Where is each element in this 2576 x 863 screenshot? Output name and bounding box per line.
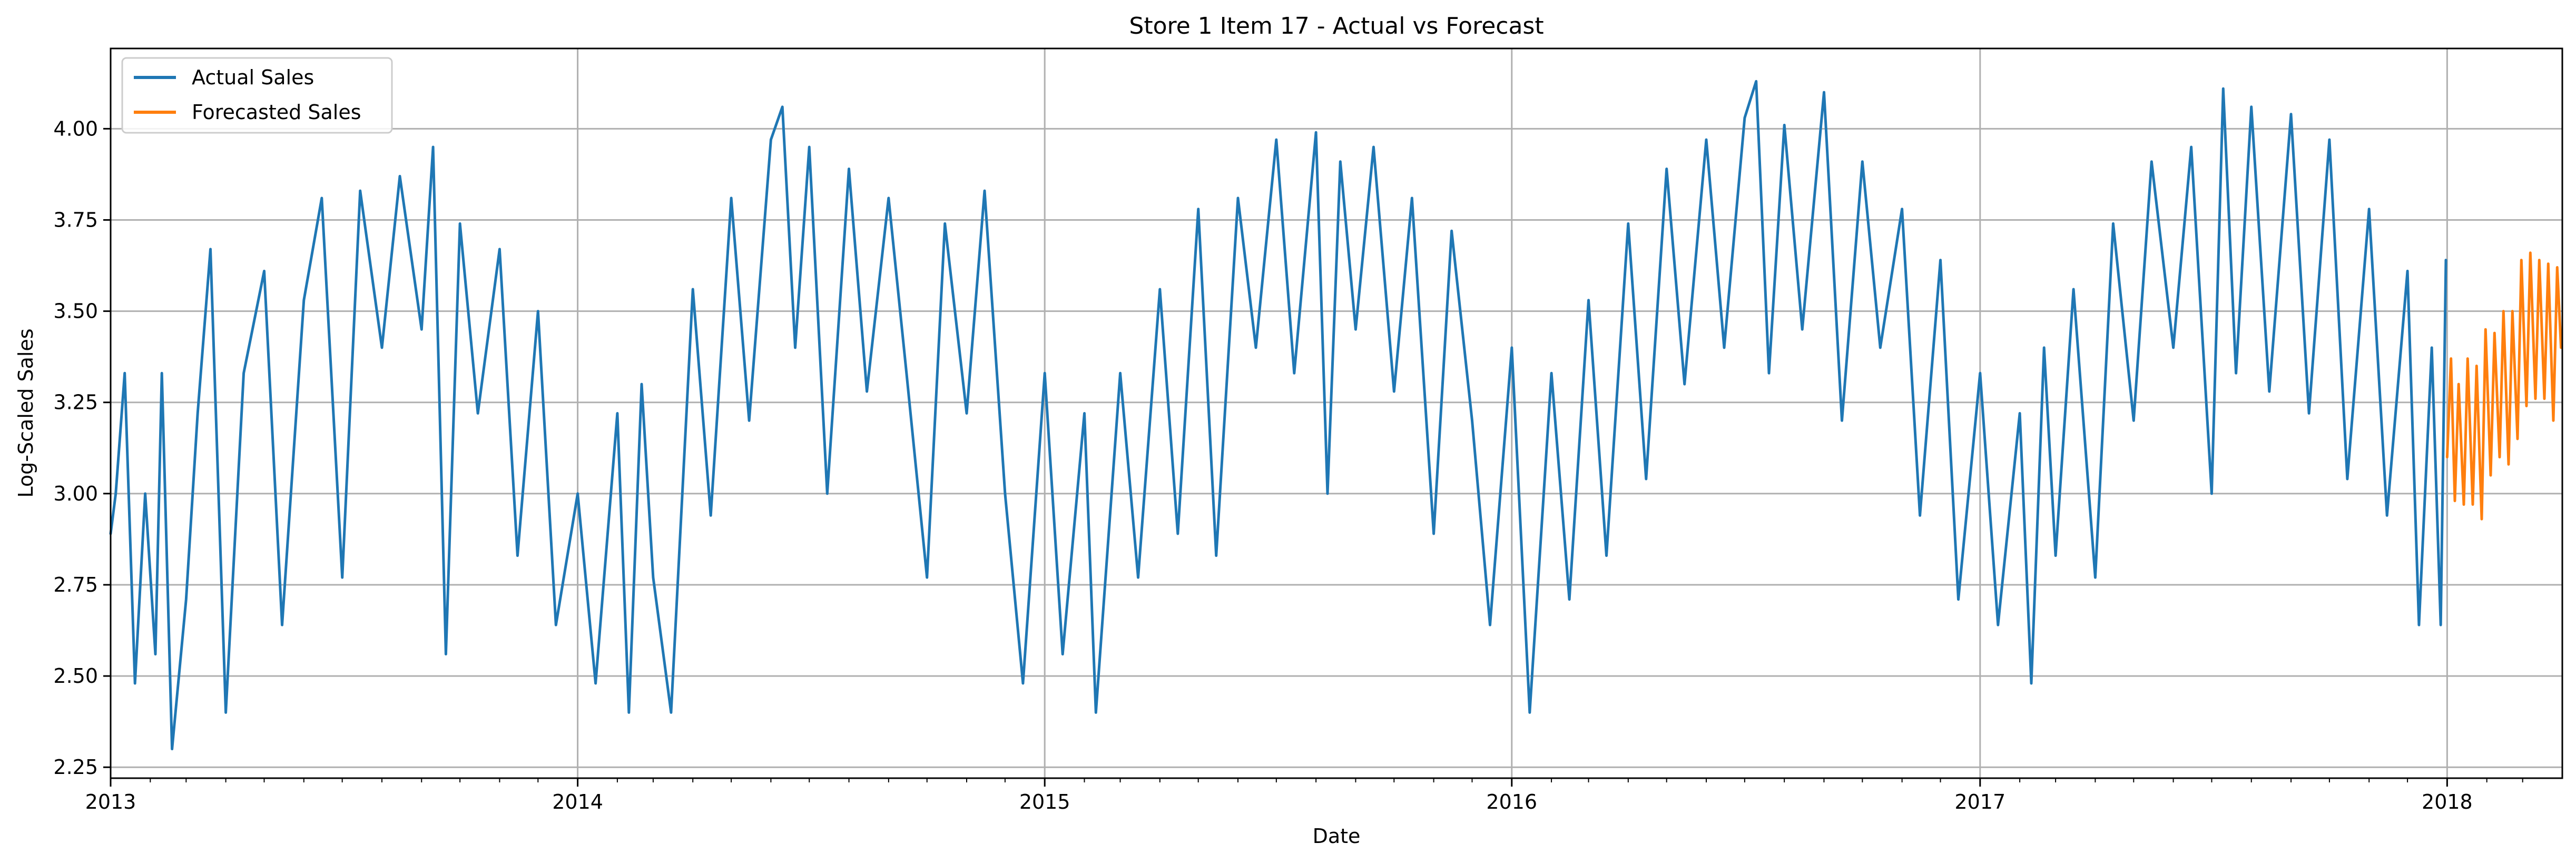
y-axis-label: Log-Scaled Sales: [14, 328, 37, 497]
x-axis: 2013 2014 2015 2016 2017 2018: [85, 778, 2523, 813]
plot-frame: [110, 47, 2563, 779]
y-tick-label: 3.50: [53, 300, 98, 323]
x-tick-label: 2017: [1954, 790, 2005, 813]
legend-label-forecast: Forecasted Sales: [192, 101, 361, 124]
actual-sales-line: [109, 80, 2447, 751]
x-tick-label: 2016: [1486, 790, 1537, 813]
x-tick-label: 2013: [85, 790, 136, 813]
x-tick-label: 2014: [552, 790, 603, 813]
y-tick-label: 2.75: [53, 573, 98, 596]
y-tick-label: 3.75: [53, 208, 98, 231]
y-axis: 2.25 2.50 2.75 3.00 3.25 3.50 3.75 4.00: [53, 117, 111, 779]
y-tick-label: 4.00: [53, 117, 98, 140]
y-tick-label: 3.00: [53, 482, 98, 505]
y-tick-label: 2.50: [53, 664, 98, 688]
y-tick-label: 2.25: [53, 756, 98, 779]
legend-box: [121, 57, 393, 134]
y-tick-label: 3.25: [53, 391, 98, 414]
x-axis-label: Date: [1313, 825, 1361, 848]
x-tick-label: 2018: [2422, 790, 2473, 813]
x-tick-label: 2015: [1019, 790, 1070, 813]
chart-title: Store 1 Item 17 - Actual vs Forecast: [1129, 13, 1543, 40]
forecasted-sales-line: [2445, 251, 2563, 521]
series-group: [109, 80, 2563, 751]
legend: Actual Sales Forecasted Sales: [121, 57, 393, 134]
legend-label-actual: Actual Sales: [192, 66, 314, 89]
